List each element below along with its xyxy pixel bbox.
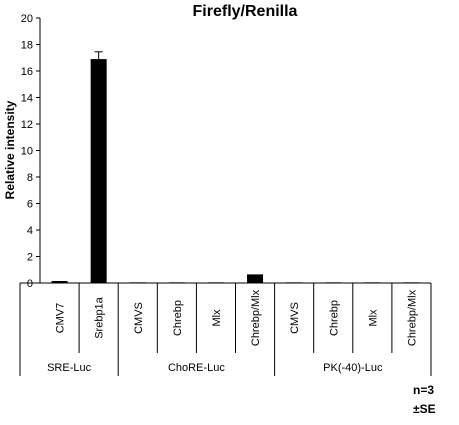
- y-tick-label: 2: [27, 252, 33, 264]
- y-tick-label: 18: [21, 40, 33, 52]
- bars: [51, 59, 420, 284]
- y-axis-label: Relative intensity: [3, 100, 17, 199]
- y-tick-label: 0: [27, 278, 33, 290]
- x-category-label: Chrebp: [328, 300, 340, 336]
- x-category-label: Srebp1a: [94, 296, 106, 338]
- y-tick-label: 16: [21, 66, 33, 78]
- x-category-label: CMV7: [55, 303, 67, 334]
- error-bars: [94, 51, 103, 60]
- x-category-label: Mlx: [367, 309, 379, 327]
- group-label: ChoRE-Luc: [168, 362, 225, 374]
- y-tick-label: 20: [21, 13, 33, 25]
- x-category-label: Chrebp: [172, 300, 184, 336]
- category-table: CMV7 Srebp1a CMVS Chrebp Mlx Chrebp/Mlx CMVS Ch…: [19, 282, 432, 376]
- x-category-label: CMVS: [289, 302, 301, 334]
- x-category-label: CMVS: [133, 302, 145, 334]
- bar: [51, 281, 68, 283]
- y-tick-label: 8: [27, 172, 33, 184]
- bar: [247, 274, 264, 283]
- sample-size-note: n=3: [413, 383, 434, 397]
- y-tick-label: 10: [21, 146, 33, 158]
- y-tick-label: 4: [27, 225, 33, 237]
- y-tick-label: 14: [21, 93, 33, 105]
- x-category-label: Chrebp/Mlx: [250, 289, 262, 346]
- group-label: SRE-Luc: [47, 362, 92, 374]
- y-axis: 0 2 4 6 8 10 12 14 16 18 20: [21, 13, 41, 290]
- x-category-label: Mlx: [211, 309, 223, 327]
- error-type-note: ±SE: [413, 402, 436, 416]
- x-category-label: Chrebp/Mlx: [406, 289, 418, 346]
- group-label: PK(-40)-Luc: [323, 362, 383, 374]
- y-tick-label: 6: [27, 199, 33, 211]
- chart-title: Firefly/Renilla: [193, 3, 298, 20]
- bar: [90, 59, 107, 284]
- y-tick-label: 12: [21, 119, 33, 131]
